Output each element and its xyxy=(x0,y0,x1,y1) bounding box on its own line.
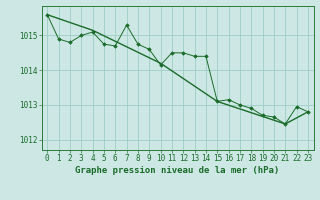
X-axis label: Graphe pression niveau de la mer (hPa): Graphe pression niveau de la mer (hPa) xyxy=(76,166,280,175)
